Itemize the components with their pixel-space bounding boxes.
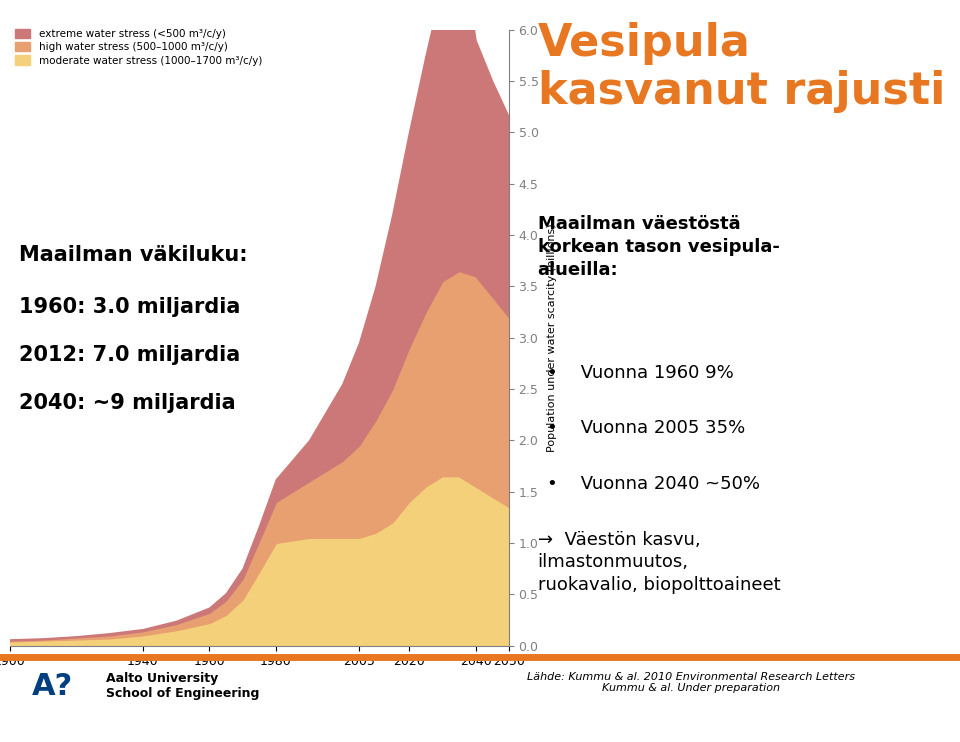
Text: Maailman väestöstä
korkean tason vesipula-
alueilla:: Maailman väestöstä korkean tason vesipul… — [538, 215, 780, 279]
Text: 2040: ~9 miljardia: 2040: ~9 miljardia — [19, 393, 236, 413]
Text: 1960: 3.0 miljardia: 1960: 3.0 miljardia — [19, 297, 241, 317]
Text: A?: A? — [33, 672, 73, 700]
Text: →  Väestön kasvu,
ilmastonmuutos,
ruokavalio, biopolttoaineet: → Väestön kasvu, ilmastonmuutos, ruokava… — [538, 531, 780, 594]
Text: •    Vuonna 1960 9%: • Vuonna 1960 9% — [547, 364, 734, 381]
Text: •    Vuonna 2040 ~50%: • Vuonna 2040 ~50% — [547, 475, 760, 493]
Legend: extreme water stress (<500 m³/c/y), high water stress (500–1000 m³/c/y), moderat: extreme water stress (<500 m³/c/y), high… — [14, 29, 262, 66]
Text: Aalto University
School of Engineering: Aalto University School of Engineering — [106, 672, 259, 700]
Text: 2012: 7.0 miljardia: 2012: 7.0 miljardia — [19, 345, 240, 365]
Text: Maailman väkiluku:: Maailman väkiluku: — [19, 245, 248, 265]
Y-axis label: Population under water scarcity (billions): Population under water scarcity (billion… — [547, 223, 557, 452]
Text: Vesipula
kasvanut rajusti: Vesipula kasvanut rajusti — [538, 22, 945, 114]
Text: •    Vuonna 2005 35%: • Vuonna 2005 35% — [547, 419, 746, 437]
Text: Lähde: Kummu & al. 2010 Environmental Research Letters
Kummu & al. Under prepara: Lähde: Kummu & al. 2010 Environmental Re… — [527, 672, 855, 693]
